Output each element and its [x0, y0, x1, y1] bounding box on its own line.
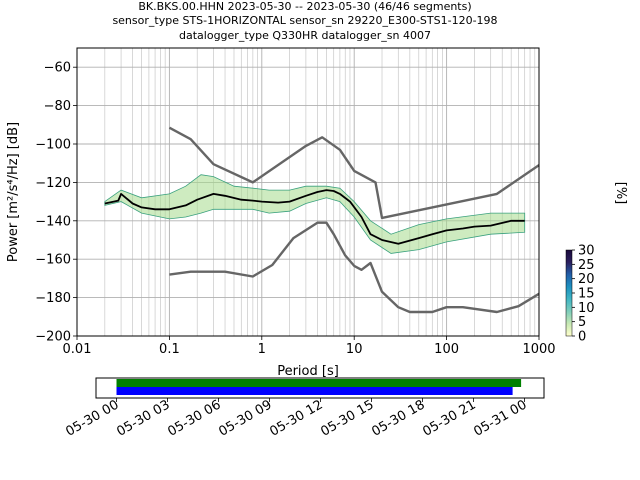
y-tick-label: −100	[35, 138, 71, 153]
y-tick-label: −120	[35, 176, 71, 191]
y-tick-label: −160	[35, 253, 71, 268]
timeline-tick-label: 05-31 00	[471, 397, 529, 439]
y-tick-label: −80	[44, 99, 71, 114]
timeline-bar	[116, 387, 513, 395]
series-mean	[104, 189, 525, 245]
x-tick-label: 0.1	[159, 342, 180, 357]
y-tick-label: −60	[44, 61, 71, 76]
colorbar-tick-label: 0	[578, 330, 586, 345]
title-line-1: BK.BKS.00.HHN 2023-05-30 -- 2023-05-30 (…	[138, 0, 471, 13]
psd-axes: 0.01 0.1 1 10 100 1000 −60 −80 −100 −120 −140 −160…	[6, 47, 556, 379]
colorbar-tick-label: 30	[578, 244, 595, 259]
y-tick-label: −140	[35, 214, 71, 229]
series-noise-model-high	[168, 126, 540, 220]
timeline-bars	[116, 379, 522, 395]
series-noise-model-low	[169, 221, 540, 314]
x-tick-label: 1	[258, 342, 266, 357]
x-tick-label: 10	[346, 342, 363, 357]
timeline-tick-label: 05-30 03	[114, 397, 172, 439]
title-line-3: datalogger_type Q330HR datalogger_sn 400…	[179, 29, 431, 42]
colorbar-tick-label: 5	[578, 315, 586, 330]
timeline-tick-label: 05-30 09	[216, 397, 274, 439]
colorbar-tick-label: 20	[578, 272, 595, 287]
y-tick-label: −180	[35, 291, 71, 306]
title-line-2: sensor_type STS-1HORIZONTAL sensor_sn 29…	[112, 14, 497, 27]
plot-frame	[76, 47, 540, 337]
y-axis-label: Power [m²/s⁴/Hz] [dB]	[6, 122, 21, 262]
timeline-tick-label: 05-30 12	[267, 397, 325, 439]
colorbar-label: [%]	[613, 182, 628, 205]
timeline-tick-label: 05-30 21	[420, 397, 478, 439]
timeline-tick-label: 05-30 15	[318, 397, 376, 439]
x-axis-label: Period [s]	[277, 364, 339, 379]
x-tick-label: 1000	[522, 342, 555, 357]
x-tick-label: 0.01	[63, 342, 92, 357]
x-tick-label: 100	[434, 342, 459, 357]
x-ticks: 0.01 0.1 1 10 100 1000	[63, 336, 556, 357]
timeline-tick-label: 05-30 00	[63, 397, 121, 439]
colorbar-tick-label: 25	[578, 258, 595, 273]
timeline-tick-label: 05-30 18	[369, 397, 427, 439]
y-ticks: −60 −80 −100 −120 −140 −160 −180 −200	[35, 61, 77, 345]
colorbar-tick-label: 10	[578, 301, 595, 316]
timeline-bar	[116, 379, 522, 387]
series-layer	[104, 126, 540, 314]
timeline-tick-label: 05-30 06	[165, 397, 223, 439]
y-tick-label: −200	[35, 330, 71, 345]
colorbar-gradient	[565, 249, 573, 337]
colorbar-tick-label: 15	[578, 287, 595, 302]
